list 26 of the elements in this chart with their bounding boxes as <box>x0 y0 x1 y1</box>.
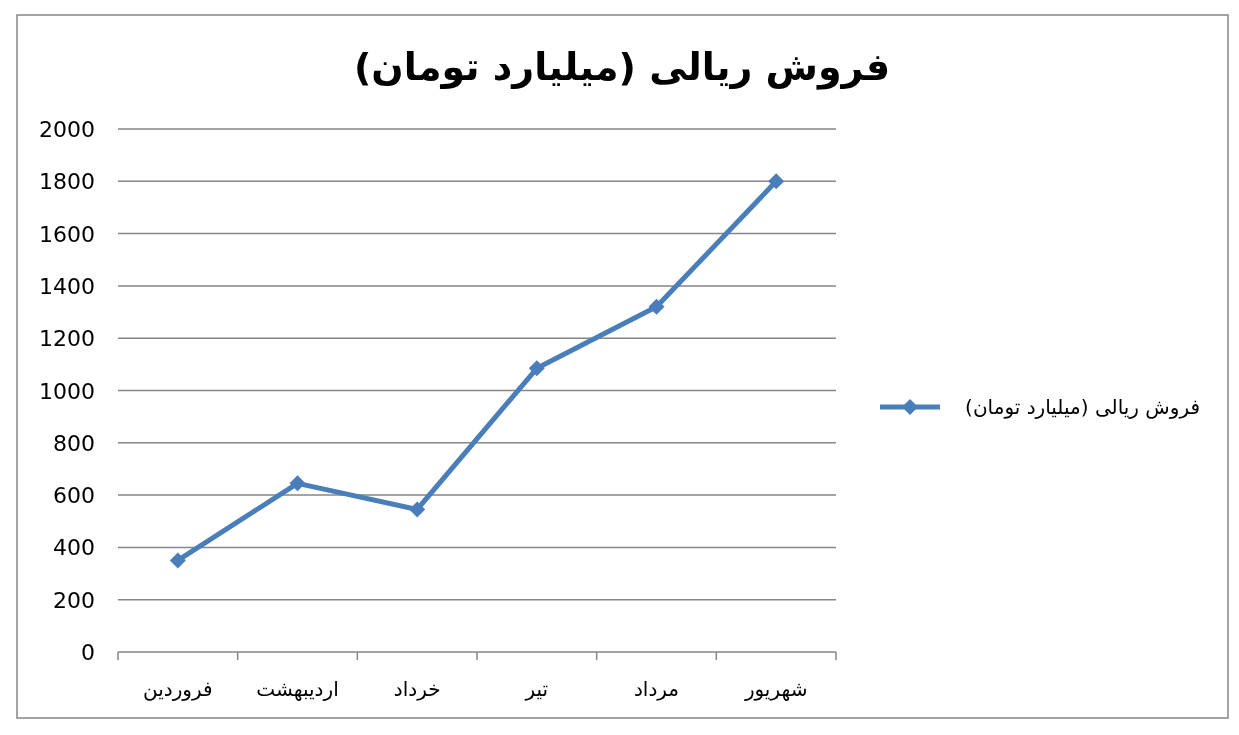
legend: فروش ریالی (میلیارد تومان) <box>880 395 1200 419</box>
y-tick-label: 1800 <box>39 169 95 195</box>
x-tick-label: اردیبهشت <box>256 677 339 701</box>
point <box>289 475 306 492</box>
point <box>409 501 426 518</box>
y-tick-label: 1200 <box>39 326 95 352</box>
y-tick-label: 1600 <box>39 221 95 247</box>
y-tick-label: 600 <box>53 483 95 509</box>
y-tick-label: 200 <box>53 587 95 613</box>
chart-title: فروش ریالی (میلیارد تومان) <box>353 45 891 90</box>
y-tick-label: 800 <box>53 430 95 456</box>
legend-label: فروش ریالی (میلیارد تومان) <box>965 395 1200 419</box>
point <box>768 173 785 190</box>
y-tick-label: 400 <box>53 535 95 561</box>
x-tick-label: مرداد <box>633 677 680 701</box>
x-tick-label: خرداد <box>393 677 441 701</box>
y-tick-label: 0 <box>81 640 95 665</box>
x-tick-label: شهریور <box>743 677 808 701</box>
y-tick-label: 2000 <box>39 117 95 142</box>
point <box>528 360 545 377</box>
x-tick-label: فروردین <box>143 677 213 701</box>
x-tick-label: تیر <box>524 677 549 701</box>
point <box>169 552 186 569</box>
y-tick-label: 1400 <box>39 273 95 299</box>
y-tick-label: 1000 <box>39 378 95 404</box>
point <box>648 298 665 315</box>
